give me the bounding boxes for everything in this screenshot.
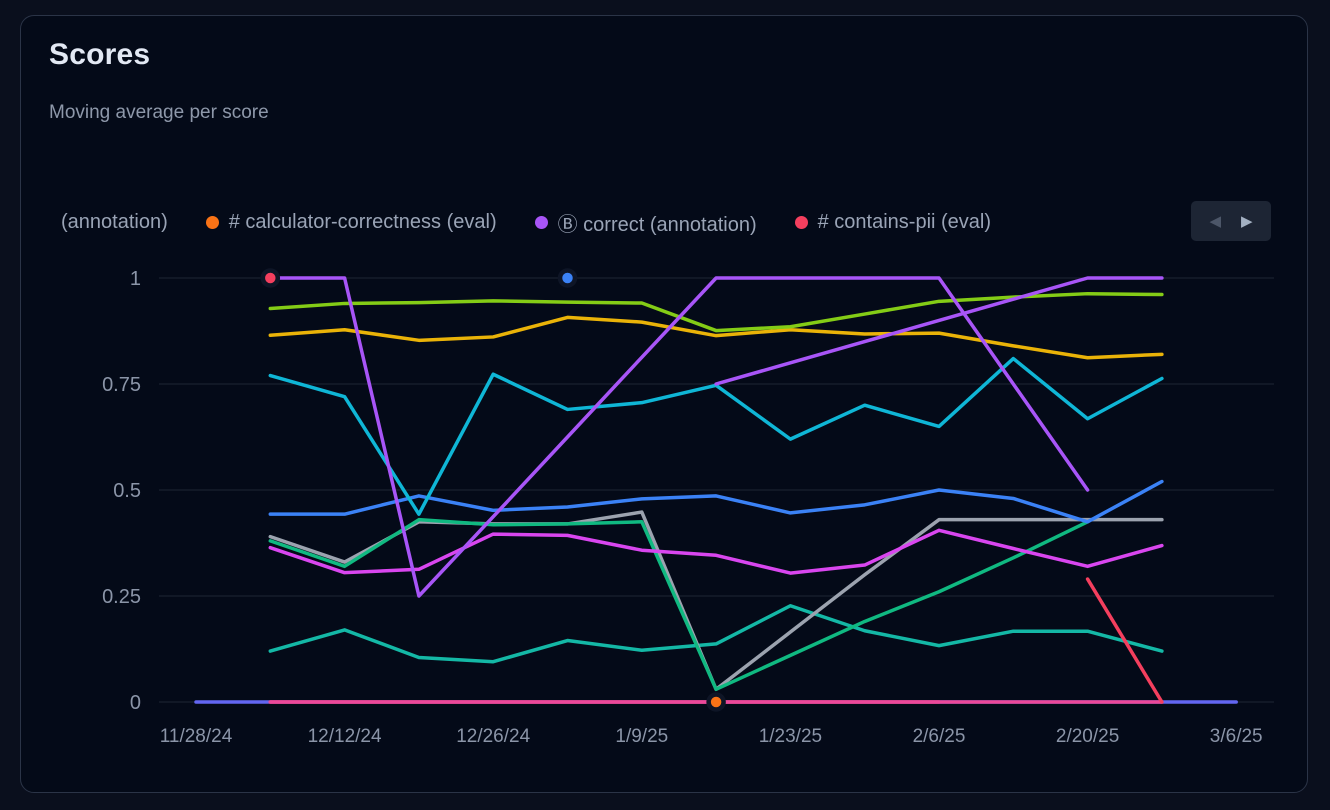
y-axis-label-0: 0 bbox=[130, 692, 141, 714]
y-axis-label-0.25: 0.25 bbox=[102, 586, 141, 608]
legend-prev-button[interactable]: ◀ bbox=[1209, 212, 1221, 230]
legend-item-1[interactable]: # calculator-correctness (eval) bbox=[205, 210, 497, 234]
y-axis-label-1: 1 bbox=[130, 268, 141, 290]
series-line-teal-low bbox=[268, 604, 1164, 664]
x-axis-label-12/26/24: 12/26/24 bbox=[456, 726, 530, 747]
x-axis-label-1/9/25: 1/9/25 bbox=[615, 726, 668, 747]
series-line-lime bbox=[268, 291, 1164, 333]
legend-item-label: Ⓑ correct (annotation) bbox=[557, 213, 757, 236]
x-axis-label-2/20/25: 2/20/25 bbox=[1056, 726, 1119, 747]
page-title: Scores bbox=[49, 38, 151, 71]
legend-item-label: (annotation) bbox=[61, 210, 168, 233]
x-axis-label-2/6/25: 2/6/25 bbox=[913, 726, 966, 747]
series-line-fuchsia bbox=[268, 528, 1164, 575]
orange-point-marker[interactable] bbox=[706, 692, 726, 712]
page-subtitle: Moving average per score bbox=[49, 102, 269, 123]
series-line-violet-main bbox=[268, 276, 1090, 598]
chart-legend: (annotation) # calculator-correctness (ev… bbox=[61, 202, 1157, 242]
scores-chart[interactable]: 0 0.25 0.5 0.75 1 11/28/24 12/12/24 12/26/24 1/9… bbox=[21, 16, 1307, 792]
legend-item-label: # contains-pii (eval) bbox=[817, 210, 992, 233]
scores-card: Scores Moving average per score (annotat… bbox=[20, 15, 1308, 793]
legend-dot-icon bbox=[205, 215, 219, 229]
legend-dot-icon bbox=[794, 215, 808, 229]
series-line-cyan bbox=[268, 356, 1164, 516]
x-axis-label-1/23/25: 1/23/25 bbox=[759, 726, 822, 747]
series-line-emerald bbox=[268, 517, 1090, 692]
x-axis-label-3/6/25: 3/6/25 bbox=[1210, 726, 1263, 747]
legend-item-3[interactable]: # contains-pii (eval) bbox=[794, 210, 992, 234]
series-line-violet-rise bbox=[714, 276, 1164, 386]
legend-item-label: # calculator-correctness (eval) bbox=[228, 210, 497, 233]
legend-item-0[interactable]: (annotation) bbox=[61, 211, 168, 234]
series-line-rose-spike bbox=[1085, 577, 1164, 704]
series-line-blue bbox=[268, 479, 1164, 524]
blue-point-marker[interactable] bbox=[557, 268, 578, 288]
legend-dot-icon bbox=[534, 215, 548, 229]
legend-item-2[interactable]: Ⓑ correct (annotation) bbox=[534, 208, 757, 237]
y-axis-label-0.75: 0.75 bbox=[102, 374, 141, 396]
rose-point-marker[interactable] bbox=[260, 268, 281, 288]
legend-next-button[interactable]: ▶ bbox=[1241, 212, 1253, 230]
x-axis-label-12/12/24: 12/12/24 bbox=[308, 726, 382, 747]
legend-pagination: ◀ ▶ bbox=[1191, 201, 1271, 241]
x-axis-label-11/28/24: 11/28/24 bbox=[160, 726, 233, 747]
y-axis-label-0.5: 0.5 bbox=[113, 480, 141, 502]
series-line-gold bbox=[268, 315, 1164, 360]
